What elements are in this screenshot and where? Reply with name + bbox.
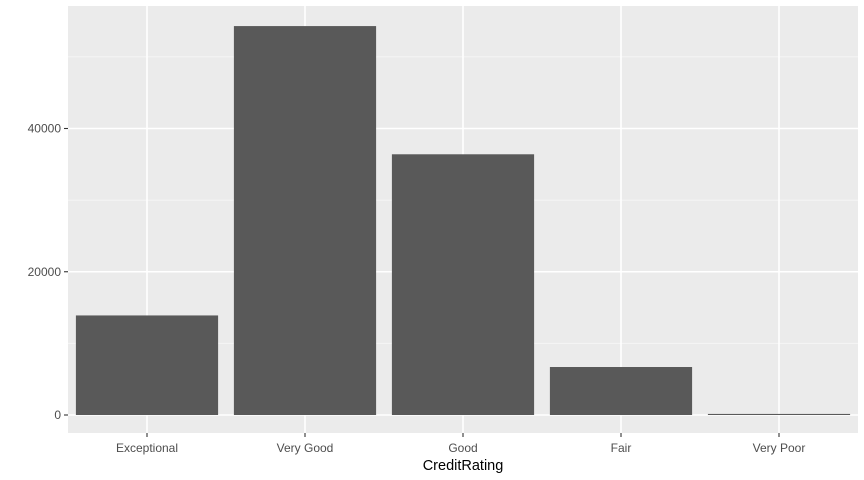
bar-very-poor [707, 413, 851, 415]
x-tick-label: Good [448, 441, 477, 455]
y-tick-label: 40000 [28, 122, 62, 136]
x-tick-label: Very Poor [753, 441, 806, 455]
x-axis-title: CreditRating [423, 458, 504, 474]
x-tick-label: Fair [611, 441, 632, 455]
bar-very-good [233, 26, 377, 415]
y-tick-label: 0 [54, 408, 61, 422]
bar-good [391, 154, 535, 415]
bar-exceptional [75, 315, 219, 415]
x-axis: Exceptional Very Good Good Fair Very Poor [116, 433, 805, 455]
x-tick-label: Very Good [277, 441, 334, 455]
bar-fair [549, 367, 693, 415]
y-axis: 0 20000 40000 [28, 122, 68, 422]
bars [75, 26, 851, 415]
x-tick-label: Exceptional [116, 441, 178, 455]
y-tick-label: 20000 [28, 265, 62, 279]
